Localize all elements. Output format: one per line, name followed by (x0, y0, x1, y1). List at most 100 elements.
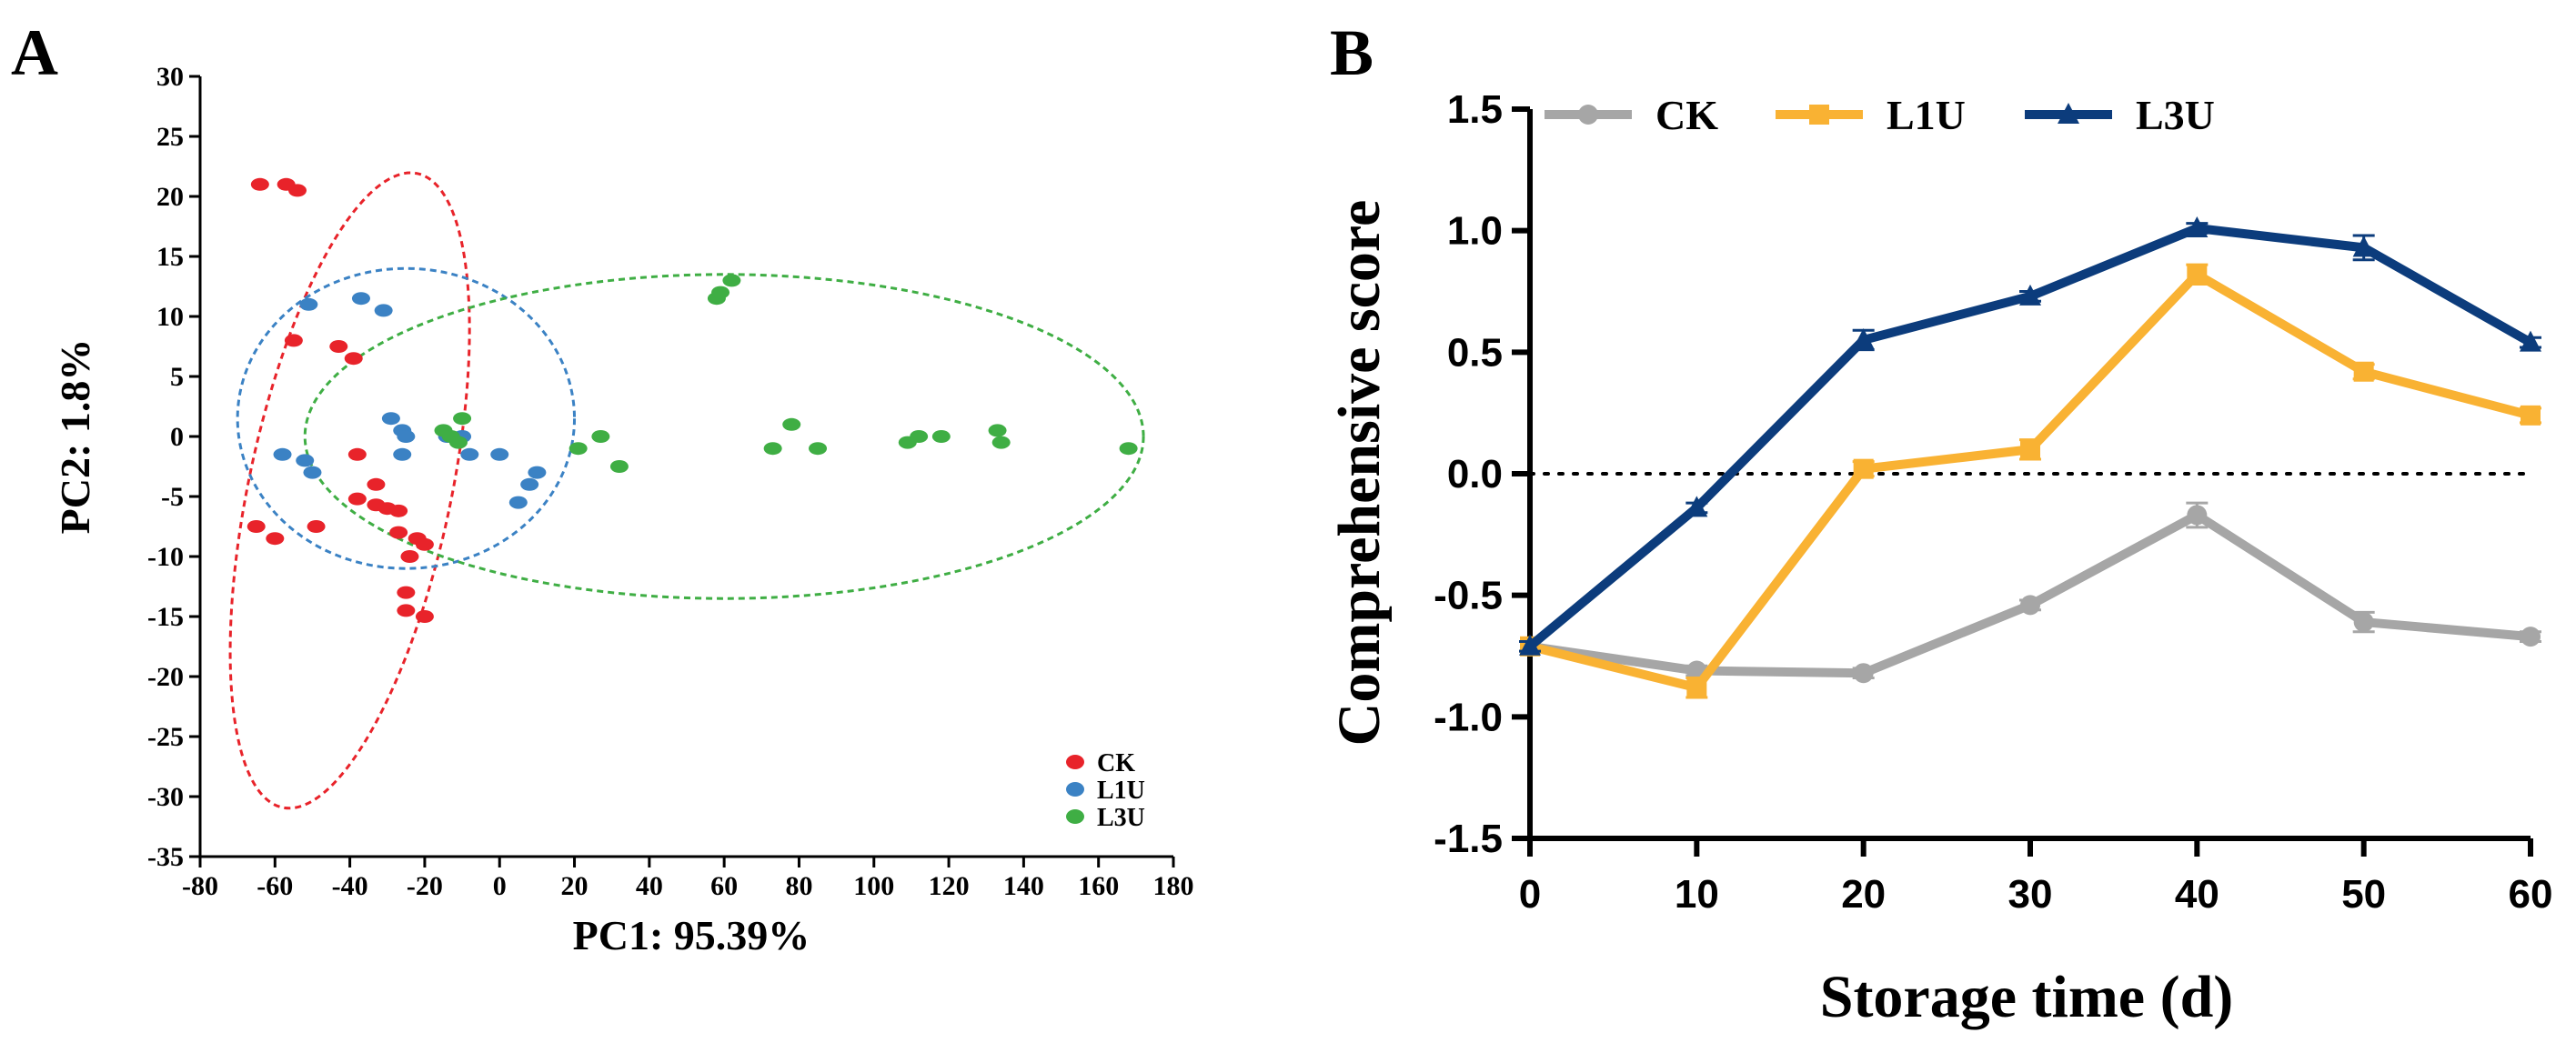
chart-a-point-l1u (296, 454, 315, 467)
chart-a-legend-label-l1u: L1U (1097, 777, 1145, 805)
chart-b-point-l3u (1519, 634, 1541, 656)
chart-b-y-tick-label: 1.0 (1447, 209, 1503, 254)
chart-b-point-ck (2020, 595, 2040, 616)
chart-a-x-tick-label: 160 (1078, 871, 1119, 901)
chart-b-y-tick-label: 1.5 (1447, 87, 1503, 132)
chart-a-point-ck (247, 520, 266, 533)
chart-a-x-tick-label: 20 (561, 871, 589, 901)
chart-b-y-tick-label: -1.5 (1434, 817, 1503, 861)
chart-a-y-tick-label: 30 (156, 62, 184, 92)
chart-a-legend-marker-l3u (1066, 809, 1084, 824)
chart-a-point-ck (367, 477, 386, 491)
chart-a-point-l1u (351, 292, 370, 306)
panel-label-a: A (11, 16, 58, 89)
chart-a-y-tick-label: -15 (147, 602, 184, 632)
chart-b-point-l3u (2186, 216, 2209, 237)
chart-a-point-l3u (609, 460, 629, 473)
chart-a-point-ck (347, 492, 367, 506)
chart-b-point-l1u (1686, 677, 1707, 698)
chart-a-point-l3u (991, 436, 1011, 449)
chart-b-y-tick-label: -0.5 (1434, 574, 1503, 618)
chart-a-point-l3u (931, 430, 951, 443)
chart-a-point-l1u (374, 304, 393, 317)
chart-a-point-l3u (763, 442, 782, 456)
chart-a-point-l1u (303, 466, 322, 479)
chart-a-point-ck (344, 352, 363, 366)
chart-b-x-tick-label: 10 (1675, 872, 1719, 917)
chart-a-y-tick-label: -30 (147, 782, 184, 812)
chart-a-point-l3u (782, 417, 801, 431)
chart-b-x-tick-label: 40 (2175, 872, 2219, 917)
chart-a-x-tick-label: 180 (1153, 871, 1194, 901)
chart-a-point-ck (284, 334, 303, 347)
chart-b-y-tick-label: 0.5 (1447, 330, 1503, 375)
chart-b-y-tick-label: 0.0 (1447, 452, 1503, 496)
chart-a-point-l3u (1119, 442, 1138, 456)
chart-b-point-l1u (2521, 405, 2541, 426)
chart-a-point-l1u (299, 297, 318, 311)
chart-a-point-l1u (460, 447, 479, 461)
pca-scatter-chart: PC1: 95.39% PC2: 1.8% -80 -60 -40 -20 0 20 40 6… (52, 62, 1194, 958)
chart-a-point-ck (415, 537, 434, 551)
chart-a-x-tick-label: -80 (182, 871, 218, 901)
chart-a-point-l3u (569, 442, 588, 456)
chart-a-point-l3u (722, 274, 741, 287)
chart-b-point-ck (2353, 612, 2374, 633)
chart-a-x-tick-label: 100 (853, 871, 894, 901)
chart-b-x-tick-label: 50 (2341, 872, 2386, 917)
chart-a-point-ck (250, 177, 269, 191)
chart-b-point-l1u (2353, 361, 2374, 382)
chart-b-legend-label-l1u: L1U (1887, 92, 1966, 138)
comprehensive-score-line-chart: Storage time (d) Comprehensive score 0 10… (1326, 87, 2552, 1030)
chart-a-point-ck (397, 586, 416, 599)
chart-a-point-ck (397, 604, 416, 617)
chart-a-point-l1u (273, 447, 292, 461)
chart-a-point-ck (329, 340, 348, 353)
chart-a-point-ck (389, 526, 408, 539)
chart-b-point-ck (2521, 627, 2541, 647)
chart-a-y-tick-label: -10 (147, 542, 184, 572)
chart-a-y-tick-label: 15 (156, 242, 184, 272)
chart-a-point-l1u (393, 447, 412, 461)
chart-a-point-l3u (910, 430, 929, 443)
chart-a-y-tick-label: -20 (147, 662, 184, 692)
chart-a-point-l1u (520, 477, 539, 491)
chart-b-y-tick-label: -1.0 (1434, 695, 1503, 739)
chart-a-point-ck (400, 550, 419, 563)
chart-b-x-tick-label: 0 (1519, 872, 1541, 917)
chart-a-point-l1u (490, 447, 509, 461)
chart-b-point-l3u (2352, 236, 2375, 257)
chart-b-point-l1u (2020, 439, 2040, 460)
chart-a-point-ck (415, 610, 434, 623)
chart-b-point-l3u (1852, 327, 1875, 349)
chart-a-y-tick-label: 10 (156, 302, 184, 332)
chart-a-point-ck (307, 520, 326, 533)
chart-b-legend-marker-ck (1578, 105, 1598, 125)
chart-a-y-tick-label: 5 (170, 362, 184, 392)
chart-a-point-l1u (508, 496, 528, 509)
chart-a-point-l3u (988, 424, 1007, 437)
chart-a-point-ck (288, 184, 307, 197)
chart-a-legend-marker-l1u (1066, 782, 1084, 797)
chart-b-point-l1u (2187, 264, 2208, 285)
chart-b-point-l3u (1685, 496, 1708, 517)
chart-a-point-l3u (591, 430, 610, 443)
chart-b-point-ck (1853, 663, 1874, 684)
chart-a-confidence-ellipse-l1u (236, 266, 577, 570)
chart-a-point-l1u (381, 412, 400, 426)
panel-label-b: B (1330, 16, 1374, 89)
chart-a-x-axis-label: PC1: 95.39% (573, 912, 810, 958)
chart-a-x-tick-label: 0 (493, 871, 507, 901)
chart-a-point-l1u (397, 430, 416, 443)
chart-b-x-tick-label: 20 (1841, 872, 1886, 917)
chart-a-point-ck (266, 532, 285, 546)
chart-b-x-tick-label: 60 (2509, 872, 2553, 917)
chart-a-y-axis-label: PC2: 1.8% (52, 339, 98, 535)
chart-b-point-l3u (2019, 284, 2041, 306)
chart-a-point-l3u (453, 412, 472, 426)
chart-a-x-tick-label: 60 (710, 871, 738, 901)
chart-b-legend-label-l3u: L3U (2136, 92, 2215, 138)
chart-a-y-tick-label: 20 (156, 182, 184, 212)
chart-b-point-ck (2187, 505, 2208, 526)
